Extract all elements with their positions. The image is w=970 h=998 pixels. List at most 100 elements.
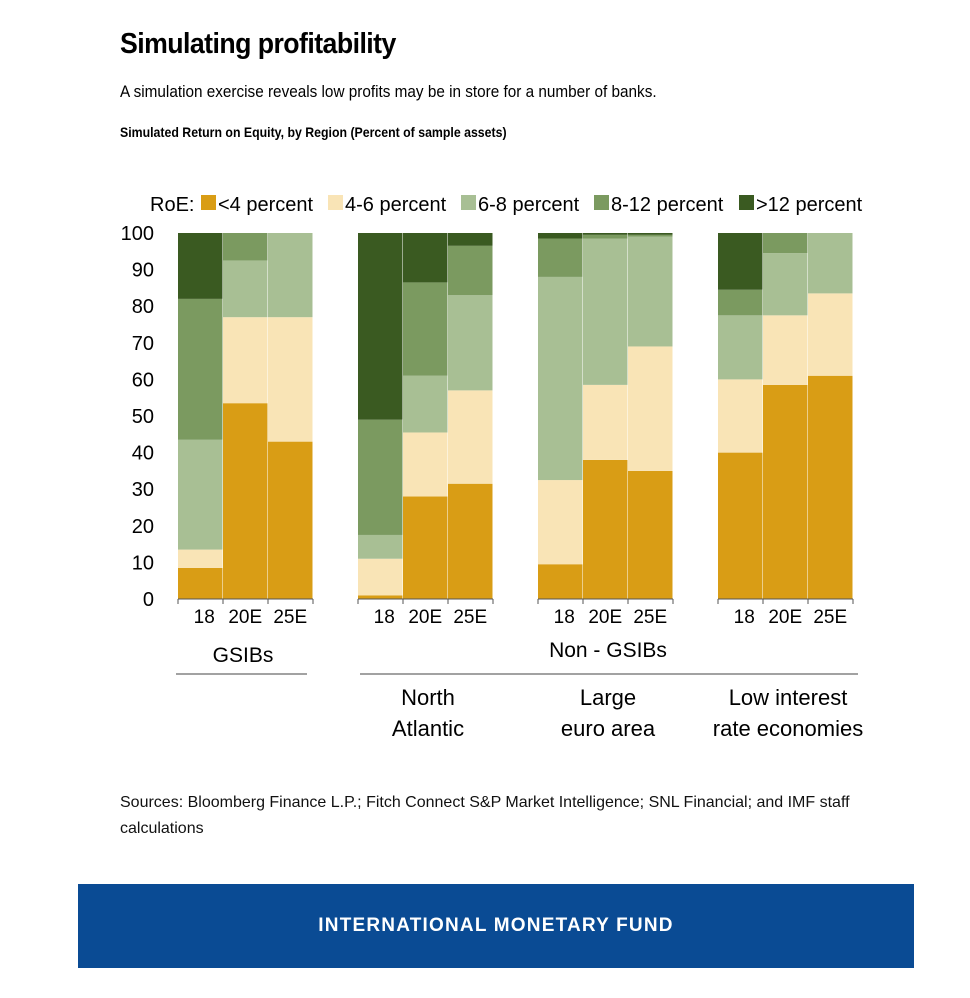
x-tick-label: 25E <box>813 607 847 628</box>
x-tick-label: 20E <box>768 607 802 628</box>
bar-segment <box>448 245 493 296</box>
region-label-euro-area-line1: Large <box>580 685 636 710</box>
bars <box>178 233 853 599</box>
bar-segment <box>448 233 493 246</box>
bar-segment <box>403 282 448 376</box>
y-tick-label: 50 <box>132 406 154 428</box>
legend-label-gt12: >12 percent <box>756 194 863 216</box>
region-label-north-atlantic-line1: North <box>401 685 455 710</box>
bar-segment <box>223 317 268 404</box>
y-tick-label: 70 <box>132 333 154 355</box>
bar-segment <box>538 238 583 277</box>
legend-swatch-8-12 <box>594 195 609 210</box>
y-axis: 0 10 20 30 40 50 60 70 80 90 100 <box>121 223 154 611</box>
bar-segment <box>538 233 583 239</box>
bar-segment <box>628 346 673 471</box>
bar-segment <box>538 276 583 481</box>
y-tick-label: 60 <box>132 369 154 391</box>
bar-segment <box>808 375 853 599</box>
x-tick-label: 25E <box>453 607 487 628</box>
y-tick-label: 20 <box>132 516 154 538</box>
bar-segment <box>808 233 853 294</box>
bar-segment <box>268 441 313 599</box>
bar-segment <box>583 238 628 385</box>
legend-prefix: RoE: <box>150 194 194 216</box>
bar-segment <box>403 233 448 283</box>
x-tick-label: 18 <box>194 607 215 628</box>
region-label-euro-area-line2: euro area <box>561 716 656 741</box>
bar-segment <box>178 549 223 568</box>
bar-segment <box>223 260 268 318</box>
bar-segment <box>583 384 628 460</box>
x-tick-label: 25E <box>273 607 307 628</box>
bar-segment <box>223 233 268 261</box>
bar-segment <box>178 567 223 599</box>
bar-segment <box>403 432 448 497</box>
bar-segment <box>178 298 223 440</box>
legend-label-6-8: 6-8 percent <box>478 194 580 216</box>
y-tick-label: 0 <box>143 589 154 611</box>
bar-segment <box>718 233 763 290</box>
bar-segment <box>628 236 673 347</box>
bar-segment <box>583 234 628 239</box>
legend-label-4-6: 4-6 percent <box>345 194 447 216</box>
legend: RoE: <4 percent 4-6 percent 6-8 percent … <box>150 194 863 216</box>
bar-segment <box>583 459 628 599</box>
bar-segment <box>448 483 493 599</box>
bar-segment <box>763 384 808 599</box>
bar-segment <box>178 233 223 299</box>
bar-segment <box>358 233 403 420</box>
bar-segment <box>358 419 403 535</box>
footer-brand-label: INTERNATIONAL MONETARY FUND <box>318 915 674 936</box>
legend-label-8-12: 8-12 percent <box>611 194 724 216</box>
y-tick-label: 10 <box>132 552 154 574</box>
bar-segment <box>268 233 313 318</box>
legend-swatch-6-8 <box>461 195 476 210</box>
y-tick-label: 80 <box>132 296 154 318</box>
stacked-bar-chart: RoE: <4 percent 4-6 percent 6-8 percent … <box>121 194 864 741</box>
bar-segment <box>718 315 763 380</box>
bar-segment <box>763 315 808 385</box>
legend-swatch-gt12 <box>739 195 754 210</box>
bar-segment <box>223 403 268 599</box>
legend-swatch-4-6 <box>328 195 343 210</box>
bar-segment <box>628 470 673 599</box>
group-label-gsibs: GSIBs <box>213 644 274 667</box>
bar-segment <box>358 558 403 596</box>
x-tick-label: 18 <box>734 607 755 628</box>
x-tick-label: 18 <box>374 607 395 628</box>
bar-segment <box>538 564 583 599</box>
bar-segment <box>358 595 403 599</box>
footer-banner: INTERNATIONAL MONETARY FUND <box>78 884 914 968</box>
bar-segment <box>358 534 403 559</box>
bar-segment <box>403 496 448 599</box>
y-tick-label: 100 <box>121 223 154 245</box>
region-label-low-interest-line1: Low interest <box>729 685 848 710</box>
x-tick-label: 20E <box>228 607 262 628</box>
bar-segment <box>628 234 673 237</box>
bar-segment <box>403 375 448 433</box>
bar-segment <box>178 439 223 550</box>
bar-segment <box>583 233 628 235</box>
bar-segment <box>718 452 763 599</box>
bar-segment <box>718 379 763 453</box>
sources-note: Sources: Bloomberg Finance L.P.; Fitch C… <box>120 794 850 837</box>
y-tick-label: 40 <box>132 443 154 465</box>
bar-segment <box>268 317 313 442</box>
page-subtitle: A simulation exercise reveals low profit… <box>120 82 657 101</box>
x-tick-label: 20E <box>408 607 442 628</box>
bar-segment <box>808 293 853 376</box>
y-tick-label: 90 <box>132 260 154 282</box>
bar-segment <box>628 233 673 235</box>
bar-segment <box>448 295 493 391</box>
x-axis: 18 20E 25E 18 20E 25E 18 20E 25E 18 20E 25E <box>177 598 854 628</box>
x-tick-label: 18 <box>554 607 575 628</box>
group-label-non-gsibs: Non - GSIBs <box>549 639 667 662</box>
bar-segment <box>718 289 763 316</box>
bar-segment <box>763 233 808 254</box>
bar-segment <box>448 390 493 484</box>
x-tick-label: 25E <box>633 607 667 628</box>
chart-title: Simulated Return on Equity, by Region (P… <box>120 124 507 140</box>
legend-label-lt4: <4 percent <box>218 194 314 216</box>
bar-segment <box>538 480 583 565</box>
